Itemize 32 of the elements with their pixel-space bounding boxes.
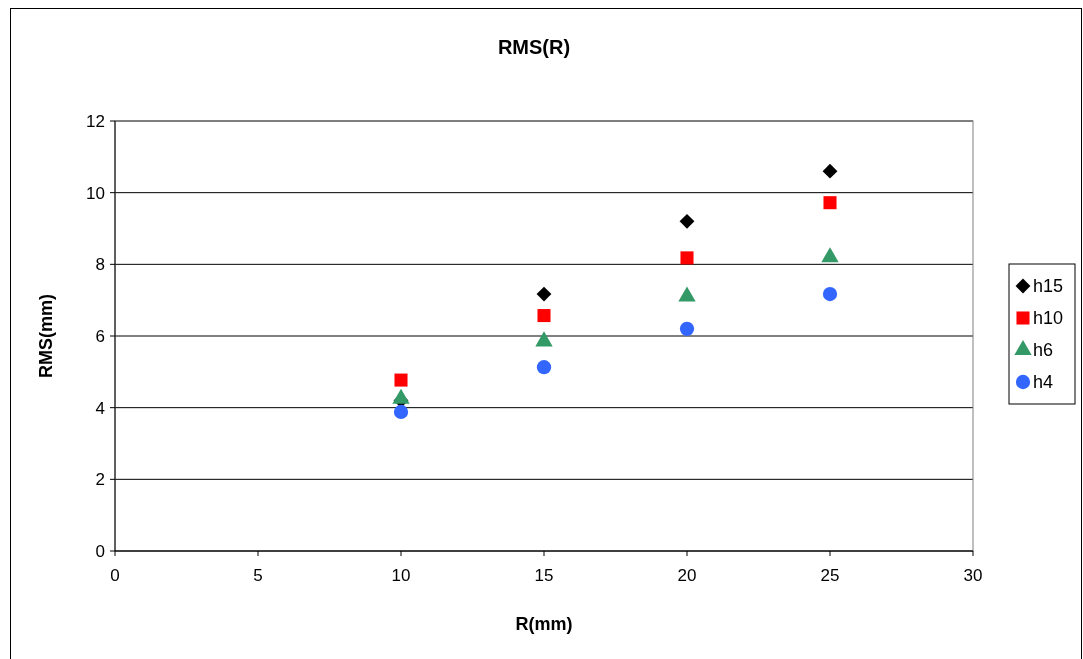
legend-label: h4 (1033, 372, 1054, 393)
x-tick-label: 25 (820, 566, 840, 585)
y-tick-label: 8 (95, 255, 105, 275)
x-tick-label: 0 (110, 566, 120, 585)
legend-label: h15 (1033, 276, 1064, 297)
y-tick-label: 6 (95, 326, 105, 346)
point (822, 163, 838, 179)
y-tick-label: 2 (95, 470, 105, 490)
y-axis-title: RMS(mm) (36, 294, 56, 378)
legend-label: h6 (1033, 340, 1054, 361)
point (394, 373, 408, 387)
point (823, 196, 837, 210)
point (680, 251, 694, 265)
point (393, 404, 409, 420)
point (822, 286, 838, 302)
point (536, 360, 552, 375)
x-tick-label: 15 (534, 566, 554, 585)
point (536, 286, 552, 302)
y-tick-label: 10 (86, 183, 105, 203)
x-tick-label: 20 (677, 566, 697, 585)
point (679, 213, 695, 229)
chart-title: RMS(R) (497, 36, 571, 58)
point (537, 309, 551, 323)
y-tick-label: 12 (86, 111, 105, 131)
y-tick-label: 4 (95, 398, 105, 418)
y-tick-label: 0 (95, 541, 105, 561)
point (679, 321, 695, 336)
x-axis-title: R(mm) (515, 614, 573, 634)
legend-label: h10 (1033, 308, 1064, 329)
x-tick-label: 10 (391, 566, 411, 585)
x-tick-label: 30 (963, 566, 983, 585)
x-tick-label: 5 (253, 566, 263, 585)
